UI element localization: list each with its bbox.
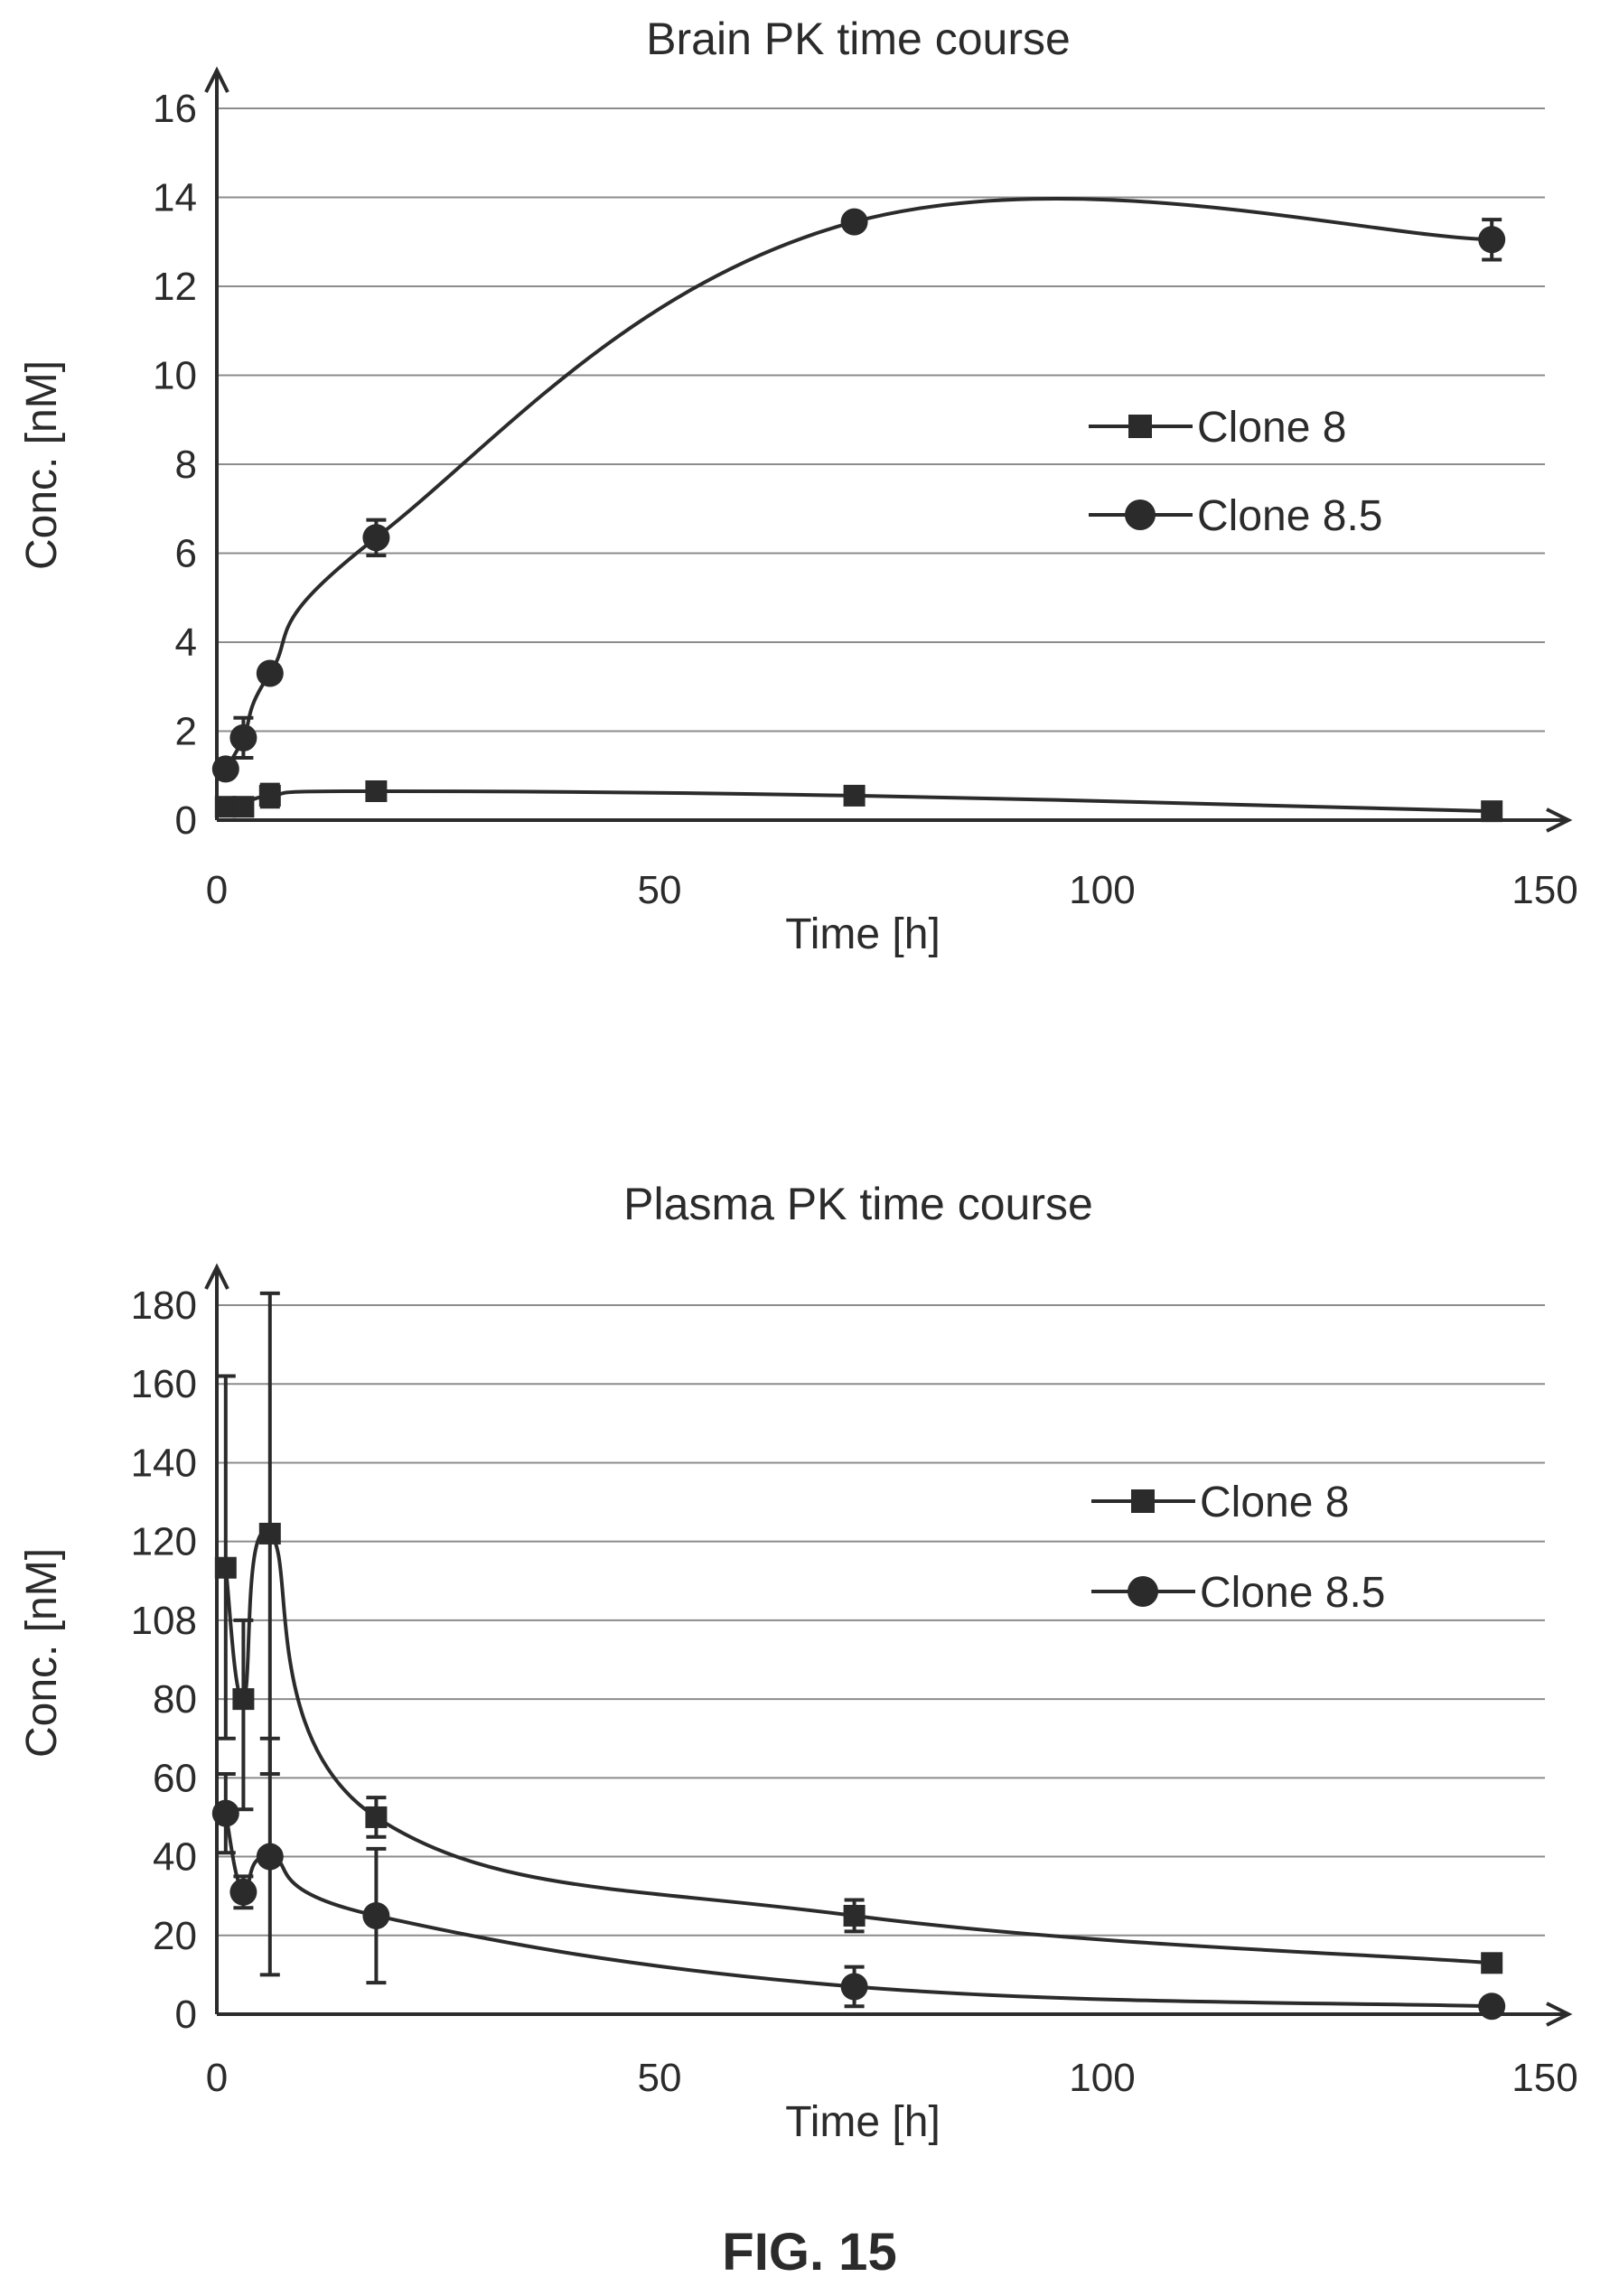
plasma-y-tick: 140 [131,1441,197,1485]
brain-y-axis-label: Conc. [nM] [18,360,66,570]
plasma-y-tick: 160 [131,1362,197,1406]
plasma-y-axis-arrowhead [204,1263,229,1290]
brain-x-tick-labels: 0 50 100 150 [206,868,1578,912]
brain-point-clone8 [214,796,237,818]
brain-point-clone8 [232,796,255,818]
brain-axes [204,66,1573,833]
brain-y-tick: 2 [175,710,197,754]
plasma-legend-label: Clone 8 [1200,1479,1349,1526]
plasma-point-clone8 [258,1522,281,1545]
brain-point-clone8 [258,784,281,807]
plasma-legend-square-marker [1131,1489,1155,1513]
plasma-point-clone85 [362,1901,390,1929]
brain-y-tick: 14 [153,176,197,220]
brain-point-clone8 [1481,800,1503,823]
figure-label: FIG. 15 [722,2223,897,2282]
brain-legend-label: Clone 8.5 [1197,492,1382,540]
plasma-axes [204,1263,1573,2027]
plasma-x-tick-labels: 0 50 100 150 [206,2056,1578,2100]
brain-y-tick: 4 [175,621,197,665]
plasma-legend-circle-marker [1128,1576,1158,1607]
plasma-point-clone85 [840,1973,868,2001]
brain-x-axis-arrowhead [1546,807,1573,833]
plasma-point-clone8 [843,1904,866,1927]
brain-y-axis-arrowhead [204,66,229,93]
plasma-point-clone85 [256,1843,284,1871]
brain-y-tick: 12 [153,265,197,309]
brain-point-clone8 [365,779,388,802]
brain-legend-label: Clone 8 [1197,404,1346,452]
plasma-y-tick: 120 [131,1520,197,1564]
plasma-point-clone8 [1481,1952,1503,1974]
brain-y-tick: 16 [153,87,197,131]
plasma-y-axis-label: Conc. [nM] [18,1548,66,1758]
plasma-point-clone8 [232,1688,255,1711]
brain-point-clone85 [256,659,284,687]
brain-series [211,196,1506,823]
plasma-y-tick: 20 [153,1914,197,1958]
brain-x-tick: 0 [206,868,228,912]
brain-point-clone85 [211,755,239,783]
plasma-y-tick: 0 [175,1993,197,2037]
plasma-y-tick: 80 [153,1677,197,1722]
brain-x-tick: 100 [1069,868,1135,912]
plasma-point-clone85 [211,1799,239,1827]
brain-y-tick: 10 [153,354,197,398]
plasma-y-tick: 108 [131,1599,197,1643]
plasma-gridlines [217,1304,1545,1937]
brain-point-clone85 [362,524,390,552]
brain-y-tick: 0 [175,798,197,843]
plasma-x-axis-label: Time [h] [785,2098,941,2146]
brain-chart: Brain PK time course 0 2 4 6 8 10 12 14 … [18,14,1578,958]
plasma-x-tick: 50 [638,2056,682,2100]
plasma-y-tick: 180 [131,1283,197,1328]
plasma-legend-label: Clone 8.5 [1200,1569,1385,1617]
brain-y-tick: 6 [175,532,197,576]
brain-legend-circle-marker [1125,499,1156,530]
plasma-x-tick: 0 [206,2056,228,2100]
plasma-x-tick: 150 [1511,2056,1577,2100]
plasma-point-clone8 [214,1556,237,1579]
plasma-y-tick: 40 [153,1835,197,1880]
brain-x-axis-label: Time [h] [785,910,941,958]
brain-legend-square-marker [1128,415,1152,438]
plasma-point-clone85 [229,1878,257,1906]
brain-x-tick: 150 [1511,868,1577,912]
brain-point-clone85 [229,723,257,751]
plasma-y-tick: 60 [153,1756,197,1800]
brain-y-tick: 8 [175,443,197,487]
plasma-y-tick-labels: 0 20 40 60 80 108 120 140 160 180 [131,1283,197,2037]
brain-point-clone8 [843,784,866,807]
brain-line-clone85 [224,196,1493,770]
brain-y-tick-labels: 0 2 4 6 8 10 12 14 16 [153,87,197,843]
brain-point-clone85 [1478,226,1506,254]
plasma-chart: Plasma PK time course 0 20 40 60 80 108 … [18,1179,1578,2146]
brain-chart-title: Brain PK time course [646,14,1071,64]
brain-gridlines [217,107,1545,733]
plasma-series [211,1291,1506,2021]
plasma-point-clone8 [365,1806,388,1828]
brain-x-tick: 50 [638,868,682,912]
brain-point-clone85 [840,208,868,236]
plasma-x-tick: 100 [1069,2056,1135,2100]
plasma-legend: Clone 8 Clone 8.5 [1091,1479,1385,1617]
plasma-chart-title: Plasma PK time course [623,1179,1093,1229]
plasma-x-axis-arrowhead [1546,2002,1573,2027]
brain-legend: Clone 8 Clone 8.5 [1089,404,1382,540]
plasma-point-clone85 [1478,1993,1506,2021]
